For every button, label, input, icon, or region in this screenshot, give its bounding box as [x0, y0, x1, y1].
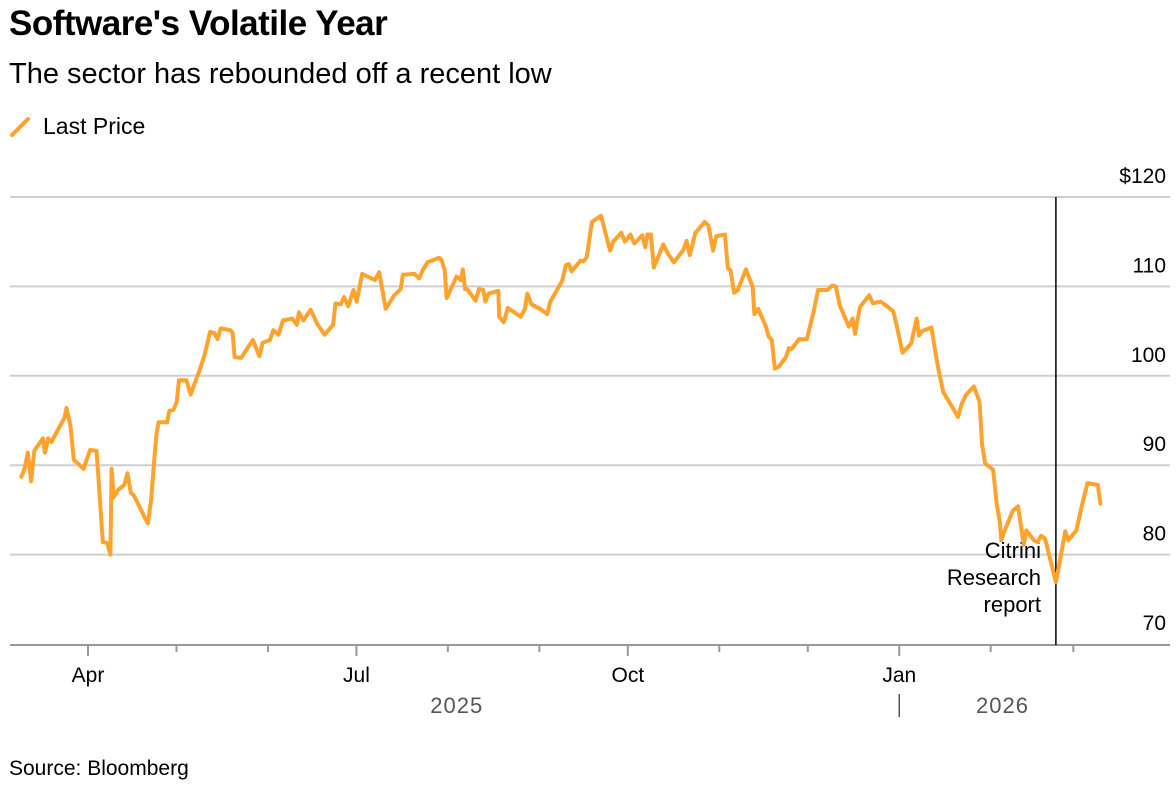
chart-subtitle: The sector has rebounded off a recent lo… — [9, 58, 552, 90]
chart-title: Software's Volatile Year — [9, 4, 388, 43]
y-tick-label: 80 — [1143, 523, 1166, 546]
y-tick-label: $120 — [1119, 165, 1166, 188]
year-label: 2026 — [976, 693, 1029, 718]
x-tick-label: Oct — [612, 664, 645, 687]
annotation-text: Citrini — [985, 538, 1041, 563]
y-tick-label: 90 — [1143, 433, 1166, 456]
x-tick-label: Apr — [72, 664, 105, 687]
source-note: Source: Bloomberg — [9, 757, 189, 780]
x-tick-label: Jul — [343, 664, 370, 687]
y-tick-label: 70 — [1143, 612, 1166, 635]
legend-label: Last Price — [43, 113, 146, 139]
annotation-text: report — [984, 592, 1041, 617]
year-label: 2025 — [430, 693, 483, 718]
y-tick-label: 100 — [1131, 344, 1166, 367]
annotation-text: Research — [947, 565, 1041, 590]
series-line-last-price — [19, 213, 1103, 585]
x-tick-label: Jan — [882, 664, 916, 687]
y-tick-label: 110 — [1133, 254, 1166, 277]
legend: Last Price — [9, 113, 145, 140]
slash-line-icon — [10, 116, 30, 137]
